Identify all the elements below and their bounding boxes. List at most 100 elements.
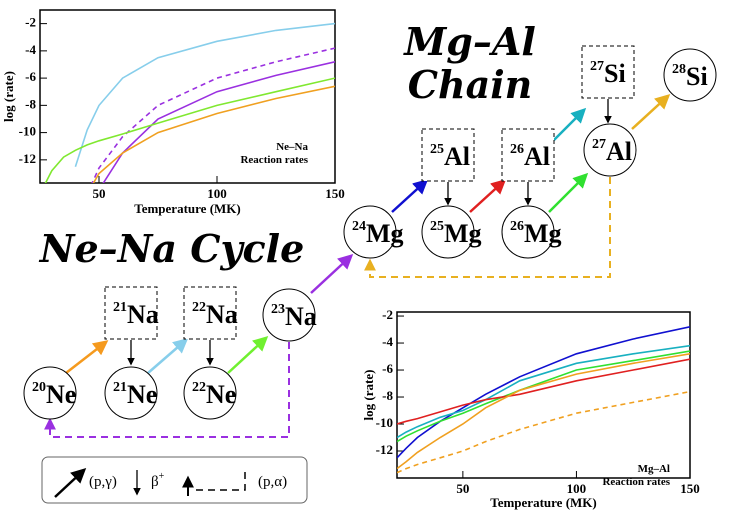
nucleus-box [501, 128, 555, 182]
arrow [227, 335, 269, 374]
x-axis-label: Temperature (MK) [134, 201, 241, 216]
arrow [65, 340, 109, 374]
nucleus: 25Mg [421, 205, 482, 259]
nucleus-label: 20Ne [32, 380, 76, 409]
mass-number: 27 [592, 137, 606, 152]
legend-box [41, 456, 308, 504]
nucleus-label: 21Ne [113, 380, 157, 409]
element: Ne [46, 380, 76, 409]
nucleus-label: 25Mg [430, 219, 482, 248]
legend-label: + [159, 471, 165, 482]
mass-number: 21 [113, 380, 127, 395]
rate-curve [397, 326, 690, 459]
rate-curve [397, 344, 690, 439]
plot-frame [396, 311, 691, 479]
nucleus: 23Na [262, 288, 317, 342]
rate-curve [92, 85, 335, 183]
y-tick-label: -8 [382, 388, 393, 403]
nucleus: 21Na [104, 286, 159, 340]
arrow [631, 93, 671, 130]
y-tick-label: -6 [25, 69, 36, 84]
x-tick-label: 100 [207, 186, 227, 201]
x-tick-label: 100 [567, 481, 587, 496]
nucleus-label: 25Al [430, 142, 470, 171]
nucleus-label: 22Na [192, 300, 238, 329]
nucleus-circle [262, 288, 316, 342]
nucleus: 20Ne [23, 366, 77, 420]
rate-curve [74, 22, 335, 167]
nucleus-label: 22Ne [192, 380, 236, 409]
element: Ne [127, 380, 157, 409]
y-tick-label: -10 [376, 415, 393, 430]
x-tick-label: 50 [456, 481, 469, 496]
nucleus-label: 27Si [590, 59, 626, 88]
element: Mg [524, 219, 562, 248]
nucleus-box [581, 45, 635, 99]
y-tick-label: -4 [25, 42, 36, 57]
nucleus-circle [421, 205, 475, 259]
y-tick-label: -2 [25, 15, 36, 30]
x-tick-label: 150 [325, 186, 345, 201]
mass-number: 22 [192, 300, 206, 315]
rate-curve [397, 353, 690, 470]
title: Ne–Na Cycle [39, 226, 305, 271]
rate-curve [91, 47, 335, 183]
rate-curve [397, 350, 690, 443]
legend-arrow [54, 467, 87, 498]
rate-curve [44, 77, 335, 183]
element: Si [686, 62, 708, 91]
mass-number: 24 [352, 219, 366, 234]
nucleus-circle [583, 123, 637, 177]
nucleus-circle [343, 205, 397, 259]
annotation: Reaction rates [602, 476, 670, 488]
mass-number: 21 [113, 300, 127, 315]
legend-dashed [196, 468, 246, 491]
arrow [391, 178, 429, 213]
mass-number: 28 [672, 62, 686, 77]
nucleus: 22Ne [183, 366, 237, 420]
nucleus-label: 26Mg [510, 219, 562, 248]
rate-curve [397, 390, 690, 474]
mass-number: 27 [590, 59, 604, 74]
curves [44, 22, 335, 183]
nucleus-label: 27Al [592, 137, 632, 166]
x-tick-label: 50 [93, 186, 106, 201]
mass-number: 26 [510, 142, 524, 157]
element: Ne [206, 380, 236, 409]
arrow [548, 172, 589, 213]
curves [397, 326, 690, 474]
nucleus-box [104, 286, 158, 340]
element: Mg [444, 219, 482, 248]
nucleus-label: 21Na [113, 300, 159, 329]
nucleus-box [183, 286, 237, 340]
mass-number: 20 [32, 380, 46, 395]
arrows [44, 93, 671, 438]
nucleus-label: 23Na [271, 302, 317, 331]
annotation: Ne–Na [276, 141, 308, 153]
mass-number: 25 [430, 219, 444, 234]
element: Al [524, 142, 550, 171]
y-axis-label: log (rate) [1, 71, 16, 122]
x-axis-label: Temperature (MK) [490, 495, 597, 510]
y-axis-label: log (rate) [361, 370, 376, 421]
rate-curve [397, 358, 690, 425]
element: Al [444, 142, 470, 171]
title: Chain [408, 62, 533, 107]
nucleus: 26Mg [501, 205, 562, 259]
y-tick-label: -12 [376, 442, 393, 457]
nucleus: 27Al [583, 123, 637, 177]
x-tick-label: 150 [680, 481, 700, 496]
element: Al [606, 137, 632, 166]
nucleus-circle [23, 366, 77, 420]
element: Mg [366, 219, 404, 248]
mass-number: 26 [510, 219, 524, 234]
nucleus: 22Na [183, 286, 238, 340]
y-tick-label: -6 [382, 361, 393, 376]
nucleus-box [421, 128, 475, 182]
legend-label: (p,α) [258, 474, 287, 490]
element: Na [285, 302, 317, 331]
nucleus: 21Ne [104, 366, 158, 420]
element: Na [206, 300, 238, 329]
arrow [553, 107, 587, 141]
dashed-arrow [44, 342, 290, 438]
